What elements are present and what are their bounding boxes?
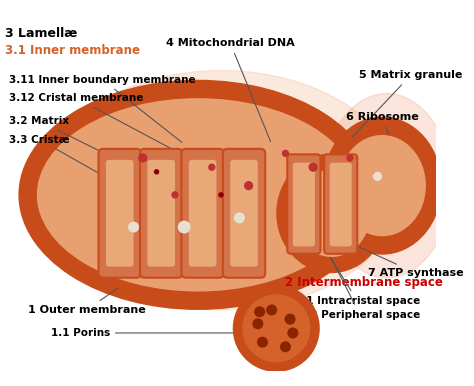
Text: 3 Lamellæ: 3 Lamellæ [5,27,77,40]
FancyBboxPatch shape [182,149,224,278]
Circle shape [254,306,265,317]
Circle shape [208,164,216,171]
Ellipse shape [18,80,378,310]
Ellipse shape [276,153,387,273]
Text: 7 ATP synthase: 7 ATP synthase [348,242,464,278]
Circle shape [284,314,296,325]
Ellipse shape [292,169,371,257]
Circle shape [252,318,264,329]
Circle shape [128,222,139,233]
Ellipse shape [41,71,401,310]
FancyBboxPatch shape [147,160,175,267]
Text: 3.2 Matrix: 3.2 Matrix [9,116,177,189]
Circle shape [178,221,191,234]
FancyBboxPatch shape [287,154,320,254]
Circle shape [346,154,354,162]
Circle shape [218,192,224,198]
Ellipse shape [338,135,426,236]
Circle shape [257,337,268,348]
Text: 3.3 Cristæ: 3.3 Cristæ [9,135,159,207]
FancyBboxPatch shape [324,154,357,254]
Text: 1.1 Porins: 1.1 Porins [51,328,264,338]
Text: 5 Matrix granule: 5 Matrix granule [352,70,463,137]
Circle shape [280,341,291,352]
Circle shape [138,153,147,163]
Text: 2 Intermembrane space: 2 Intermembrane space [285,276,443,289]
Circle shape [235,287,318,370]
Ellipse shape [322,93,451,278]
Text: 2.2 Peripheral space: 2.2 Peripheral space [299,234,420,320]
Circle shape [234,212,245,223]
FancyBboxPatch shape [330,163,352,246]
FancyBboxPatch shape [140,149,182,278]
Circle shape [309,163,318,172]
Text: 1 Outer membrane: 1 Outer membrane [27,288,146,315]
Ellipse shape [322,117,442,255]
Circle shape [242,294,310,362]
Text: 2.1 Intracristal space: 2.1 Intracristal space [295,225,420,306]
FancyBboxPatch shape [106,160,134,267]
Ellipse shape [37,98,359,291]
Circle shape [282,150,289,157]
FancyBboxPatch shape [189,160,217,267]
FancyBboxPatch shape [223,149,265,278]
Text: 3.12 Cristal membrane: 3.12 Cristal membrane [9,93,186,157]
Text: 3.11 Inner boundary membrane: 3.11 Inner boundary membrane [9,75,196,142]
Circle shape [287,327,298,339]
FancyBboxPatch shape [99,149,141,278]
Circle shape [244,181,253,190]
Text: 4 Mitochondrial DNA: 4 Mitochondrial DNA [166,38,295,142]
Text: 3.1 Inner membrane: 3.1 Inner membrane [5,44,140,57]
FancyBboxPatch shape [230,160,258,267]
Text: 6 Ribosome: 6 Ribosome [346,112,419,155]
Circle shape [266,305,277,315]
Circle shape [373,172,382,181]
Circle shape [171,191,179,198]
FancyBboxPatch shape [293,163,315,246]
Circle shape [154,169,159,174]
